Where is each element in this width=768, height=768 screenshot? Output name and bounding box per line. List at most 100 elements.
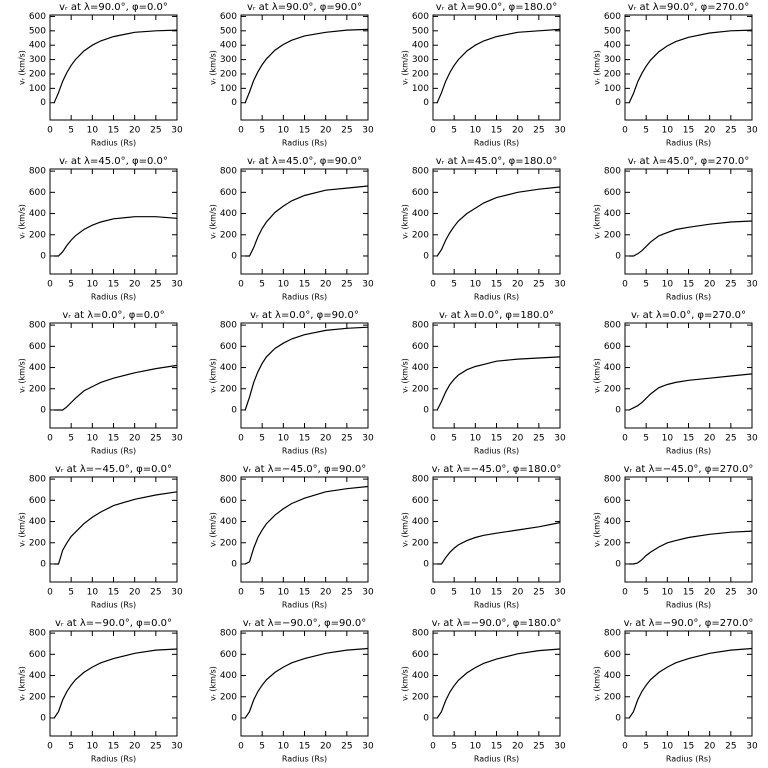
y-tick-label: 200 <box>412 538 429 548</box>
x-tick-label: 30 <box>362 126 374 136</box>
curve <box>54 216 178 257</box>
y-tick-label: 400 <box>220 41 237 51</box>
x-tick-label: 5 <box>643 280 649 290</box>
y-tick-label: 800 <box>412 475 429 485</box>
x-tick-label: 20 <box>704 434 716 444</box>
x-tick-label: 20 <box>320 434 332 444</box>
curve <box>436 356 561 411</box>
x-axis-label: Radius (Rs) <box>282 755 327 764</box>
x-tick-label: 15 <box>108 434 119 444</box>
x-tick-label: 5 <box>451 434 457 444</box>
y-tick-label: 800 <box>220 167 237 177</box>
x-axis-label: Radius (Rs) <box>91 447 136 456</box>
x-tick-label: 30 <box>171 434 183 444</box>
x-tick-label: 0 <box>238 126 244 136</box>
y-tick-label: 0 <box>423 559 429 569</box>
y-tick-label: 600 <box>220 496 237 506</box>
x-tick-label: 20 <box>512 588 524 598</box>
x-tick-label: 5 <box>68 434 74 444</box>
x-tick-label: 20 <box>320 742 332 752</box>
y-tick-label: 400 <box>604 363 621 373</box>
chart-title: vᵣ at λ=45.0°, φ=270.0° <box>628 156 749 167</box>
curve <box>437 522 561 565</box>
chart-title: vᵣ at λ=−90.0°, φ=90.0° <box>243 618 366 629</box>
x-tick-label: 30 <box>362 588 374 598</box>
x-tick-label: 5 <box>451 742 457 752</box>
chart-title: vᵣ at λ=−45.0°, φ=270.0° <box>624 464 754 475</box>
y-tick-label: 400 <box>604 517 621 527</box>
y-tick-label: 600 <box>29 650 46 660</box>
y-axis-label: vᵣ (km/s) <box>18 50 27 85</box>
y-tick-label: 600 <box>220 342 237 352</box>
y-tick-label: 800 <box>604 167 621 177</box>
y-tick-label: 0 <box>423 251 429 261</box>
x-tick-label: 0 <box>622 126 628 136</box>
x-tick-label: 30 <box>362 280 374 290</box>
x-tick-label: 25 <box>725 126 736 136</box>
x-tick-label: 0 <box>430 280 436 290</box>
chart-title: vᵣ at λ=−45.0°, φ=90.0° <box>243 464 366 475</box>
curve <box>245 185 369 257</box>
x-axis-label: Radius (Rs) <box>474 755 519 764</box>
y-tick-label: 800 <box>29 321 46 331</box>
x-tick-label: 5 <box>68 280 74 290</box>
y-tick-label: 500 <box>29 26 46 36</box>
y-tick-label: 0 <box>40 251 46 261</box>
x-tick-label: 0 <box>47 126 53 136</box>
y-tick-label: 300 <box>604 55 621 65</box>
x-tick-label: 15 <box>299 588 310 598</box>
x-tick-label: 20 <box>129 434 141 444</box>
x-axis-label: Radius (Rs) <box>282 601 327 610</box>
x-tick-label: 20 <box>512 280 524 290</box>
y-axis-label: vᵣ (km/s) <box>401 204 410 239</box>
x-tick-label: 30 <box>554 434 566 444</box>
y-tick-label: 0 <box>231 251 237 261</box>
x-tick-label: 30 <box>746 742 758 752</box>
x-tick-label: 20 <box>512 742 524 752</box>
x-tick-label: 20 <box>129 280 141 290</box>
x-tick-label: 15 <box>683 588 694 598</box>
y-tick-label: 600 <box>29 12 46 22</box>
y-tick-label: 600 <box>29 342 46 352</box>
x-tick-label: 25 <box>150 280 161 290</box>
x-tick-label: 30 <box>554 742 566 752</box>
y-axis-label: vᵣ (km/s) <box>209 358 218 393</box>
y-tick-label: 800 <box>220 629 237 639</box>
x-tick-label: 30 <box>171 588 183 598</box>
y-tick-label: 800 <box>29 629 46 639</box>
x-tick-label: 0 <box>238 280 244 290</box>
y-tick-label: 0 <box>231 559 237 569</box>
x-tick-label: 20 <box>129 126 141 136</box>
x-tick-label: 30 <box>554 126 566 136</box>
y-tick-label: 400 <box>412 671 429 681</box>
x-tick-label: 25 <box>725 280 736 290</box>
y-tick-label: 600 <box>412 12 429 22</box>
x-tick-label: 20 <box>129 588 141 598</box>
curve <box>54 364 178 411</box>
y-axis-label: vᵣ (km/s) <box>593 666 602 701</box>
y-tick-label: 800 <box>412 629 429 639</box>
x-tick-label: 0 <box>622 742 628 752</box>
x-tick-label: 10 <box>662 434 674 444</box>
x-tick-label: 25 <box>341 280 352 290</box>
x-tick-label: 10 <box>470 126 482 136</box>
x-tick-label: 0 <box>47 742 53 752</box>
y-tick-label: 400 <box>412 517 429 527</box>
x-tick-label: 15 <box>299 280 310 290</box>
y-tick-label: 400 <box>412 363 429 373</box>
y-axis-label: vᵣ (km/s) <box>401 666 410 701</box>
x-tick-label: 15 <box>491 588 502 598</box>
curve <box>244 647 369 719</box>
curve <box>53 648 178 719</box>
y-tick-label: 600 <box>412 188 429 198</box>
x-tick-label: 5 <box>451 280 457 290</box>
y-tick-label: 600 <box>604 188 621 198</box>
x-tick-label: 25 <box>533 588 544 598</box>
y-tick-label: 800 <box>412 321 429 331</box>
x-tick-label: 30 <box>746 280 758 290</box>
y-tick-label: 200 <box>220 384 237 394</box>
y-tick-label: 0 <box>615 559 621 569</box>
y-tick-label: 200 <box>604 230 621 240</box>
x-tick-label: 25 <box>341 126 352 136</box>
